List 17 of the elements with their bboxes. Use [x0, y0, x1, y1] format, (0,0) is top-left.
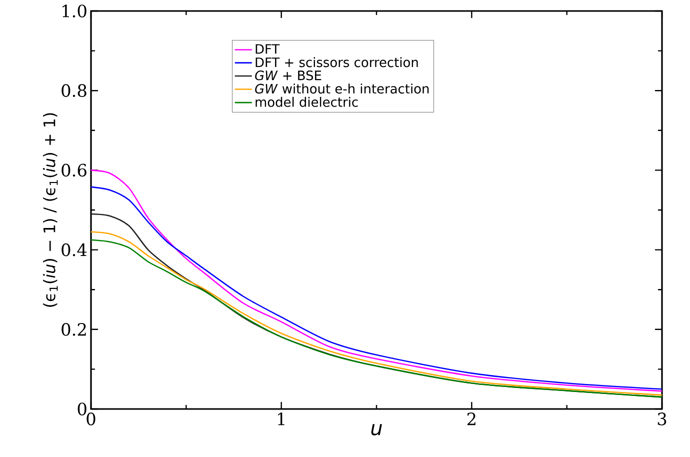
x-tick-label: 0 — [86, 412, 96, 426]
y-tick-label: 1.0 — [62, 4, 86, 18]
legend-label: GW without e-h interaction — [255, 84, 429, 94]
y-tick-label: 0.6 — [62, 164, 86, 177]
text: (ϵ$_{1}$(iu) − 1) / (ϵ$_{1}$(iu) + 1) — [43, 113, 58, 307]
y-tick-label: 0.4 — [62, 243, 87, 256]
y-tick-label: 0 — [78, 402, 86, 416]
x-tick-label: 3 — [658, 412, 666, 426]
y-tick-label: 0.8 — [62, 84, 86, 97]
x-tick-label: 2 — [467, 412, 476, 426]
y-tick-label: 0.2 — [62, 322, 86, 336]
x-tick-label: 1 — [278, 412, 284, 426]
legend-label: model dielectric — [256, 96, 358, 107]
legend-label: DFT + scissors correction — [256, 57, 418, 68]
legend-label: GW + BSE — [255, 70, 322, 80]
legend-label: DFT — [256, 44, 280, 54]
x-axis-title: u — [371, 424, 382, 436]
